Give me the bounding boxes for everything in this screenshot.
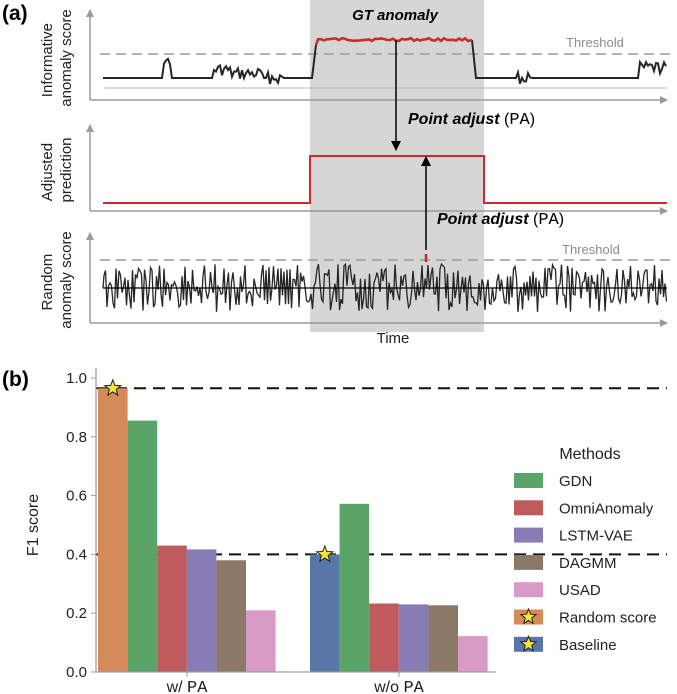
random-threshold-label: Threshold bbox=[562, 242, 620, 257]
random-ylabel-line-2: anomaly score bbox=[58, 231, 75, 329]
legend-label: DAGMM bbox=[559, 555, 617, 572]
panel-a: (a) GT anomaly Threshold Informative ano… bbox=[2, 0, 670, 347]
bar-omnianomaly bbox=[157, 545, 187, 672]
legend-label: OmniAnomaly bbox=[559, 500, 654, 517]
bar-omnianomaly bbox=[369, 603, 399, 672]
random-score-plot: Threshold Time Random anomaly score bbox=[39, 231, 670, 347]
x-tick-label-abbrev: PA bbox=[187, 679, 208, 694]
bar-lstm-vae bbox=[186, 549, 217, 672]
pa-label-bottom-close: ) bbox=[559, 211, 564, 228]
adjusted-ylabel-line-2: prediction bbox=[58, 137, 75, 202]
bar-gdn bbox=[339, 503, 370, 672]
y-tick-label: 0.6 bbox=[66, 488, 87, 505]
y-tick-label: 1.0 bbox=[66, 370, 87, 387]
adjusted-prediction-line bbox=[103, 155, 667, 204]
legend-star-marker bbox=[519, 607, 538, 625]
bar-usad bbox=[458, 636, 488, 672]
bar-random-score bbox=[98, 388, 128, 672]
bar-lstm-vae bbox=[398, 604, 429, 672]
legend-swatch bbox=[514, 554, 543, 570]
informative-anomaly-segment bbox=[314, 36, 473, 46]
x-tick-label-prefix: w/ bbox=[166, 679, 187, 694]
star-marker bbox=[315, 544, 335, 563]
legend-title: Methods bbox=[559, 446, 620, 463]
y-tick-label: 0.2 bbox=[66, 605, 87, 622]
y-axis-label: F1 score bbox=[25, 494, 42, 556]
pa-label-bottom: Point adjust (PA) bbox=[437, 211, 564, 230]
y-tick-label: 0.4 bbox=[66, 546, 87, 563]
pa-label-top-text: Point adjust bbox=[408, 111, 500, 128]
legend-star-marker bbox=[519, 634, 538, 652]
x-tick-label-prefix: w/o bbox=[373, 679, 403, 694]
bar-usad bbox=[246, 610, 276, 672]
legend-swatch bbox=[514, 500, 543, 516]
pa-label-top-abbrev: PA bbox=[509, 111, 530, 130]
panel-a-label: (a) bbox=[2, 2, 28, 25]
bar-dagmm bbox=[428, 605, 458, 672]
informative-ylabel: Informative anomaly score bbox=[39, 9, 75, 107]
chart-legend: Methods GDN OmniAnomaly LSTM-VAE DAGMM USAD Ra… bbox=[514, 446, 657, 654]
bar-gdn bbox=[127, 420, 158, 672]
pa-label-bottom-open: ( bbox=[533, 211, 539, 228]
y-tick-label: 0.0 bbox=[66, 664, 87, 681]
panel-b-label: (b) bbox=[2, 368, 29, 391]
informative-ylabel-line-2: anomaly score bbox=[58, 9, 75, 107]
time-label: Time bbox=[377, 330, 410, 347]
x-tick-label-abbrev: PA bbox=[403, 679, 424, 694]
random-ylabel: Random anomaly score bbox=[39, 231, 75, 329]
random-ylabel-line-1: Random bbox=[39, 254, 56, 311]
gt-anomaly-label: GT anomaly bbox=[352, 7, 439, 24]
bar-dagmm bbox=[216, 560, 246, 672]
legend-label: USAD bbox=[559, 582, 601, 599]
pa-label-bottom-text: Point adjust bbox=[437, 211, 529, 228]
legend-label: Baseline bbox=[559, 637, 617, 654]
pa-label-top-open: ( bbox=[504, 111, 510, 128]
x-tick-label: w/ PA bbox=[166, 679, 209, 694]
legend-swatch bbox=[514, 527, 543, 543]
x-tick-label: w/o PA bbox=[373, 679, 425, 694]
informative-threshold-label: Threshold bbox=[566, 35, 624, 50]
legend-label: Random score bbox=[559, 610, 657, 627]
legend-label: LSTM-VAE bbox=[559, 528, 633, 545]
y-tick-label: 0.8 bbox=[66, 429, 87, 446]
informative-score-line bbox=[103, 39, 667, 86]
bar-baseline bbox=[310, 554, 340, 672]
pa-label-top: Point adjust (PA) bbox=[408, 111, 535, 130]
adjusted-prediction-plot: Adjusted prediction bbox=[39, 124, 668, 215]
legend-swatch bbox=[514, 582, 543, 598]
legend-label: GDN bbox=[559, 473, 592, 490]
star-marker bbox=[103, 378, 123, 397]
adjusted-ylabel: Adjusted prediction bbox=[39, 137, 75, 202]
pa-label-top-close: ) bbox=[530, 111, 535, 128]
pa-label-bottom-abbrev: PA bbox=[538, 211, 559, 230]
legend-swatch bbox=[514, 473, 543, 488]
informative-ylabel-line-1: Informative bbox=[39, 23, 56, 97]
adjusted-ylabel-line-1: Adjusted bbox=[39, 143, 56, 201]
informative-score-plot: Threshold Informative anomaly score bbox=[39, 9, 670, 107]
